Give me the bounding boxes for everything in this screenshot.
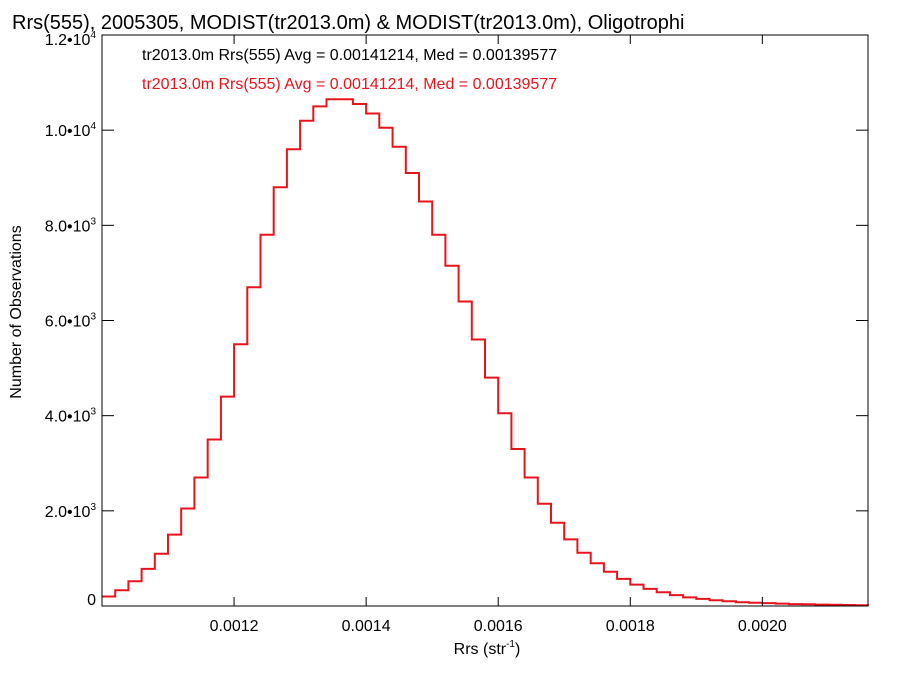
annotations: tr2013.0m Rrs(555) Avg = 0.00141214, Med… <box>142 47 557 93</box>
x-tick-label-2: 0.0016 <box>474 618 523 635</box>
x-axis-label-superscript: -1 <box>506 639 515 650</box>
y-tick-label-2: 4.0•103 <box>45 407 97 426</box>
y-tick-label-5: 1.0•104 <box>45 121 97 140</box>
y-axis: 0 2.0•103 4.0•103 6.0•103 8.0•103 1.0•104 1.2•… <box>45 30 868 609</box>
x-tick-label-3: 0.0018 <box>606 618 655 635</box>
chart-title: Rrs(555), 2005305, MODIST(tr2013.0m) & M… <box>12 12 684 34</box>
y-tick-label-3: 6.0•103 <box>45 312 97 331</box>
y-tick-label-1: 2.0•103 <box>45 502 97 521</box>
x-axis-label-main: Rrs (str <box>454 641 507 658</box>
y-axis-label: Number of Observations <box>8 225 25 398</box>
y-tick-label-4: 8.0•103 <box>45 216 97 235</box>
y-tick-label-0: 0 <box>87 592 96 609</box>
x-tick-label-0: 0.0012 <box>210 618 259 635</box>
annotation-1: tr2013.0m Rrs(555) Avg = 0.00141214, Med… <box>142 76 557 93</box>
x-tick-label-1: 0.0014 <box>342 618 391 635</box>
x-axis: 0.0012 0.0014 0.0016 0.0018 0.0020 <box>210 35 787 635</box>
x-tick-label-4: 0.0020 <box>738 618 787 635</box>
x-axis-label-end: ) <box>515 641 520 658</box>
y-tick-label-6: 1.2•104 <box>45 30 97 49</box>
annotation-0: tr2013.0m Rrs(555) Avg = 0.00141214, Med… <box>142 47 557 64</box>
x-axis-label: Rrs (str-1) <box>454 639 521 658</box>
plot-frame <box>101 34 869 607</box>
histogram-series-line <box>102 98 869 607</box>
